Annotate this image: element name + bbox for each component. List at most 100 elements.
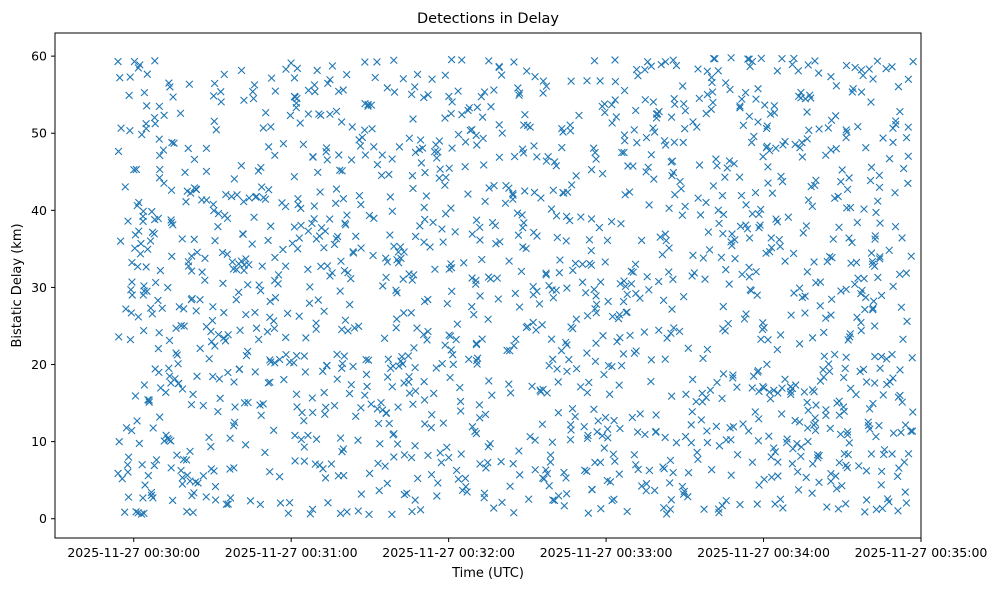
detection-point — [837, 287, 845, 295]
detection-point — [383, 258, 392, 266]
detection-point — [291, 457, 299, 465]
detection-point — [187, 267, 196, 275]
detection-point — [132, 165, 141, 174]
detection-point — [374, 459, 382, 468]
detection-point — [294, 194, 302, 203]
detection-point — [515, 471, 524, 479]
detection-point — [249, 94, 258, 103]
detection-point — [538, 420, 547, 429]
detection-point — [595, 223, 604, 232]
detection-point — [338, 167, 346, 175]
detection-point — [495, 120, 504, 129]
detection-point — [274, 271, 283, 279]
detection-point — [552, 212, 561, 220]
detection-point — [811, 426, 820, 435]
detection-point — [550, 496, 559, 505]
detection-point — [620, 131, 629, 139]
detection-point — [264, 143, 273, 151]
detection-point — [393, 289, 401, 297]
detection-point — [315, 232, 324, 240]
detection-point — [321, 403, 330, 412]
detection-point — [714, 206, 723, 215]
detection-point — [827, 295, 836, 304]
detection-point — [230, 175, 239, 183]
detection-point — [704, 228, 713, 236]
detection-point — [542, 269, 550, 277]
detection-point — [517, 267, 526, 276]
detection-point — [255, 281, 263, 289]
detection-point — [536, 386, 544, 394]
detection-point — [484, 442, 493, 451]
detection-point — [871, 352, 879, 361]
detection-point — [182, 456, 191, 464]
detection-point — [497, 71, 506, 79]
detection-point — [774, 458, 782, 466]
detection-point — [620, 277, 628, 285]
detection-point — [416, 506, 425, 514]
detection-point — [763, 122, 772, 130]
detection-point — [721, 79, 730, 87]
detection-point — [145, 398, 154, 406]
detection-point — [326, 75, 334, 84]
detection-point — [799, 229, 808, 237]
detection-point — [778, 384, 786, 392]
detection-point — [308, 219, 316, 228]
detection-point — [552, 162, 561, 170]
detection-point — [438, 225, 446, 233]
detection-point — [220, 308, 228, 317]
detection-point — [408, 171, 417, 180]
detection-point — [864, 418, 872, 426]
detection-point — [184, 144, 193, 153]
detection-point — [667, 113, 676, 122]
x-tick-label: 2025-11-27 00:35:00 — [855, 545, 988, 560]
detection-point — [562, 212, 571, 221]
detection-point — [510, 152, 519, 161]
detection-point — [867, 163, 876, 172]
detection-point — [803, 267, 812, 276]
detection-point — [554, 408, 563, 417]
detection-point — [233, 191, 241, 199]
detection-point — [131, 231, 140, 239]
detection-point — [853, 313, 861, 322]
detection-point — [611, 77, 620, 86]
detection-point — [190, 155, 199, 164]
detection-point — [305, 299, 314, 308]
detection-point — [889, 124, 897, 133]
detection-point — [373, 58, 381, 66]
detection-point — [266, 378, 274, 387]
detection-point — [398, 360, 407, 368]
detection-point — [448, 98, 456, 106]
detection-point — [666, 505, 675, 514]
detection-point — [687, 421, 695, 429]
detection-point — [627, 280, 636, 288]
detection-point — [182, 197, 190, 206]
detection-point — [495, 153, 504, 162]
detection-point — [895, 464, 903, 472]
detection-point — [795, 418, 804, 426]
detection-point — [657, 60, 665, 69]
detection-point — [872, 208, 880, 217]
detection-point — [515, 303, 524, 311]
detection-point — [447, 109, 455, 118]
detection-point — [804, 196, 813, 204]
detection-point — [328, 269, 336, 277]
detection-point — [148, 310, 157, 318]
detection-point — [576, 383, 585, 391]
detection-point — [266, 356, 274, 364]
detection-point — [155, 151, 164, 160]
detection-point — [667, 329, 675, 338]
detection-point — [875, 255, 884, 263]
detection-point — [765, 388, 774, 396]
detection-point — [580, 466, 589, 475]
detection-point — [270, 324, 279, 333]
detection-point — [349, 248, 357, 256]
detection-point — [596, 278, 605, 286]
detection-point — [536, 388, 545, 396]
detection-point — [174, 359, 182, 368]
detection-point — [744, 55, 752, 63]
detection-point — [846, 329, 855, 338]
detection-point — [149, 424, 157, 432]
detection-point — [630, 450, 639, 459]
detection-point — [662, 236, 670, 245]
detection-point — [830, 194, 839, 202]
